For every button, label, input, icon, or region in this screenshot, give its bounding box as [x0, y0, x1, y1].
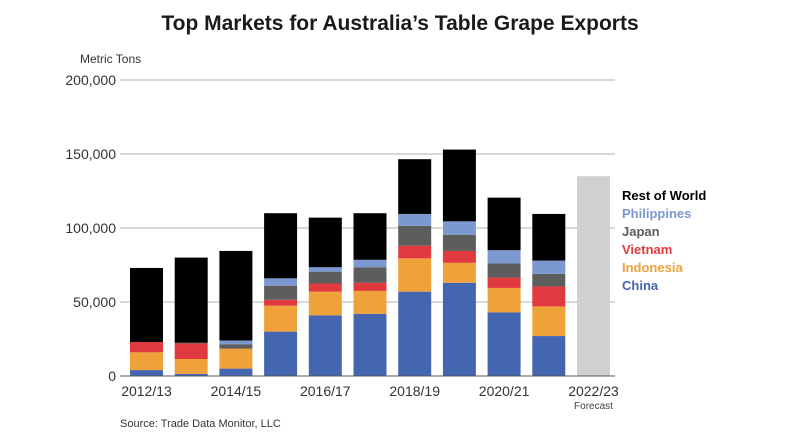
- bar-segment-indonesia: [174, 358, 208, 374]
- bar-segment-philippines: [398, 213, 432, 226]
- bar-segment-philippines: [353, 259, 387, 268]
- x-tick-label: 2016/17: [300, 383, 351, 399]
- bar-segment-indonesia: [532, 306, 566, 337]
- bar-segment-rest-of-world: [398, 159, 432, 214]
- bar-segment-philippines: [487, 250, 521, 264]
- bar-segment-rest-of-world: [532, 213, 566, 261]
- y-tick-label: 150,000: [65, 146, 116, 162]
- bar-segment-china: [130, 370, 163, 376]
- bar-segment-rest-of-world: [264, 213, 298, 279]
- bar-segment-indonesia: [308, 291, 342, 316]
- bar-segment-vietnam: [532, 286, 566, 307]
- legend-item-philippines: Philippines: [622, 206, 691, 221]
- legend-item-china: China: [622, 278, 659, 293]
- y-tick-label: 100,000: [65, 220, 116, 236]
- bar-segment-philippines: [308, 267, 342, 272]
- forecast-label: Forecast: [574, 401, 613, 412]
- bar-segment-vietnam: [174, 343, 208, 359]
- bar-segment-vietnam: [398, 245, 432, 259]
- bar-segment-china: [174, 373, 208, 376]
- y-tick-label: 0: [108, 368, 116, 384]
- source-note: Source: Trade Data Monitor, LLC: [120, 418, 281, 430]
- bar-segment-china: [532, 336, 566, 376]
- bar-segment-china: [487, 312, 521, 376]
- bar-segment-japan: [264, 285, 298, 300]
- bar-segment-china: [308, 315, 342, 376]
- bar-segment-japan: [532, 273, 566, 287]
- bar-segment-indonesia: [264, 305, 298, 332]
- bar-segment-philippines: [219, 340, 253, 345]
- bar-segment-japan: [398, 225, 432, 246]
- chart-title: Top Markets for Australia’s Table Grape …: [161, 12, 639, 35]
- bar-segment-rest-of-world: [219, 250, 253, 341]
- bar-segment-japan: [219, 344, 253, 349]
- bar-segment-rest-of-world: [130, 267, 163, 342]
- bar-segment-vietnam: [264, 299, 298, 306]
- bar-segment-vietnam: [130, 341, 163, 353]
- bar-segment-japan: [442, 234, 476, 251]
- bar-segment-vietnam: [308, 283, 342, 292]
- bar-segment-rest-of-world: [308, 217, 342, 268]
- x-tick-label: 2022/23: [568, 383, 619, 399]
- bar-segment-rest-of-world: [353, 213, 387, 260]
- legend-item-japan: Japan: [622, 224, 660, 239]
- bar-segment-indonesia: [442, 262, 476, 283]
- x-tick-label: 2014/15: [211, 383, 262, 399]
- bar-segment-indonesia: [130, 352, 163, 371]
- bar-segment-china: [264, 331, 298, 376]
- bar-segment-japan: [174, 342, 208, 344]
- bar-segment-rest-of-world: [174, 257, 208, 343]
- bar-segment-china: [219, 368, 253, 376]
- bar-segment-vietnam: [353, 282, 387, 291]
- legend-item-indonesia: Indonesia: [622, 260, 683, 275]
- bar-segment-indonesia: [398, 258, 432, 292]
- bar-segment-indonesia: [219, 348, 253, 369]
- bar-segment-china: [442, 282, 476, 376]
- bar-segment-indonesia: [353, 290, 387, 314]
- y-axis-title: Metric Tons: [80, 52, 141, 66]
- bar-segment-china: [398, 291, 432, 376]
- bar-segment-philippines: [442, 221, 476, 235]
- x-tick-label: 2018/19: [389, 383, 440, 399]
- y-tick-label: 200,000: [65, 72, 116, 88]
- bar-segment-japan: [353, 267, 387, 283]
- x-tick-label: 2020/21: [479, 383, 530, 399]
- bar-segment-indonesia: [487, 287, 521, 313]
- bar-segment-rest-of-world: [487, 197, 521, 251]
- legend-item-rest-of-world: Rest of World: [622, 188, 706, 203]
- bar-segment-japan: [487, 263, 521, 278]
- forecast-bar: [577, 176, 610, 376]
- bar-segment-vietnam: [442, 250, 476, 263]
- bar-segment-rest-of-world: [442, 149, 476, 222]
- bar-segment-china: [353, 313, 387, 376]
- bar-segment-vietnam: [487, 277, 521, 288]
- bar-segment-philippines: [264, 278, 298, 286]
- bar-segment-japan: [308, 271, 342, 284]
- y-tick-label: 50,000: [73, 294, 116, 310]
- legend-item-vietnam: Vietnam: [622, 242, 672, 257]
- x-tick-label: 2012/13: [121, 383, 172, 399]
- bar-segment-philippines: [532, 260, 566, 274]
